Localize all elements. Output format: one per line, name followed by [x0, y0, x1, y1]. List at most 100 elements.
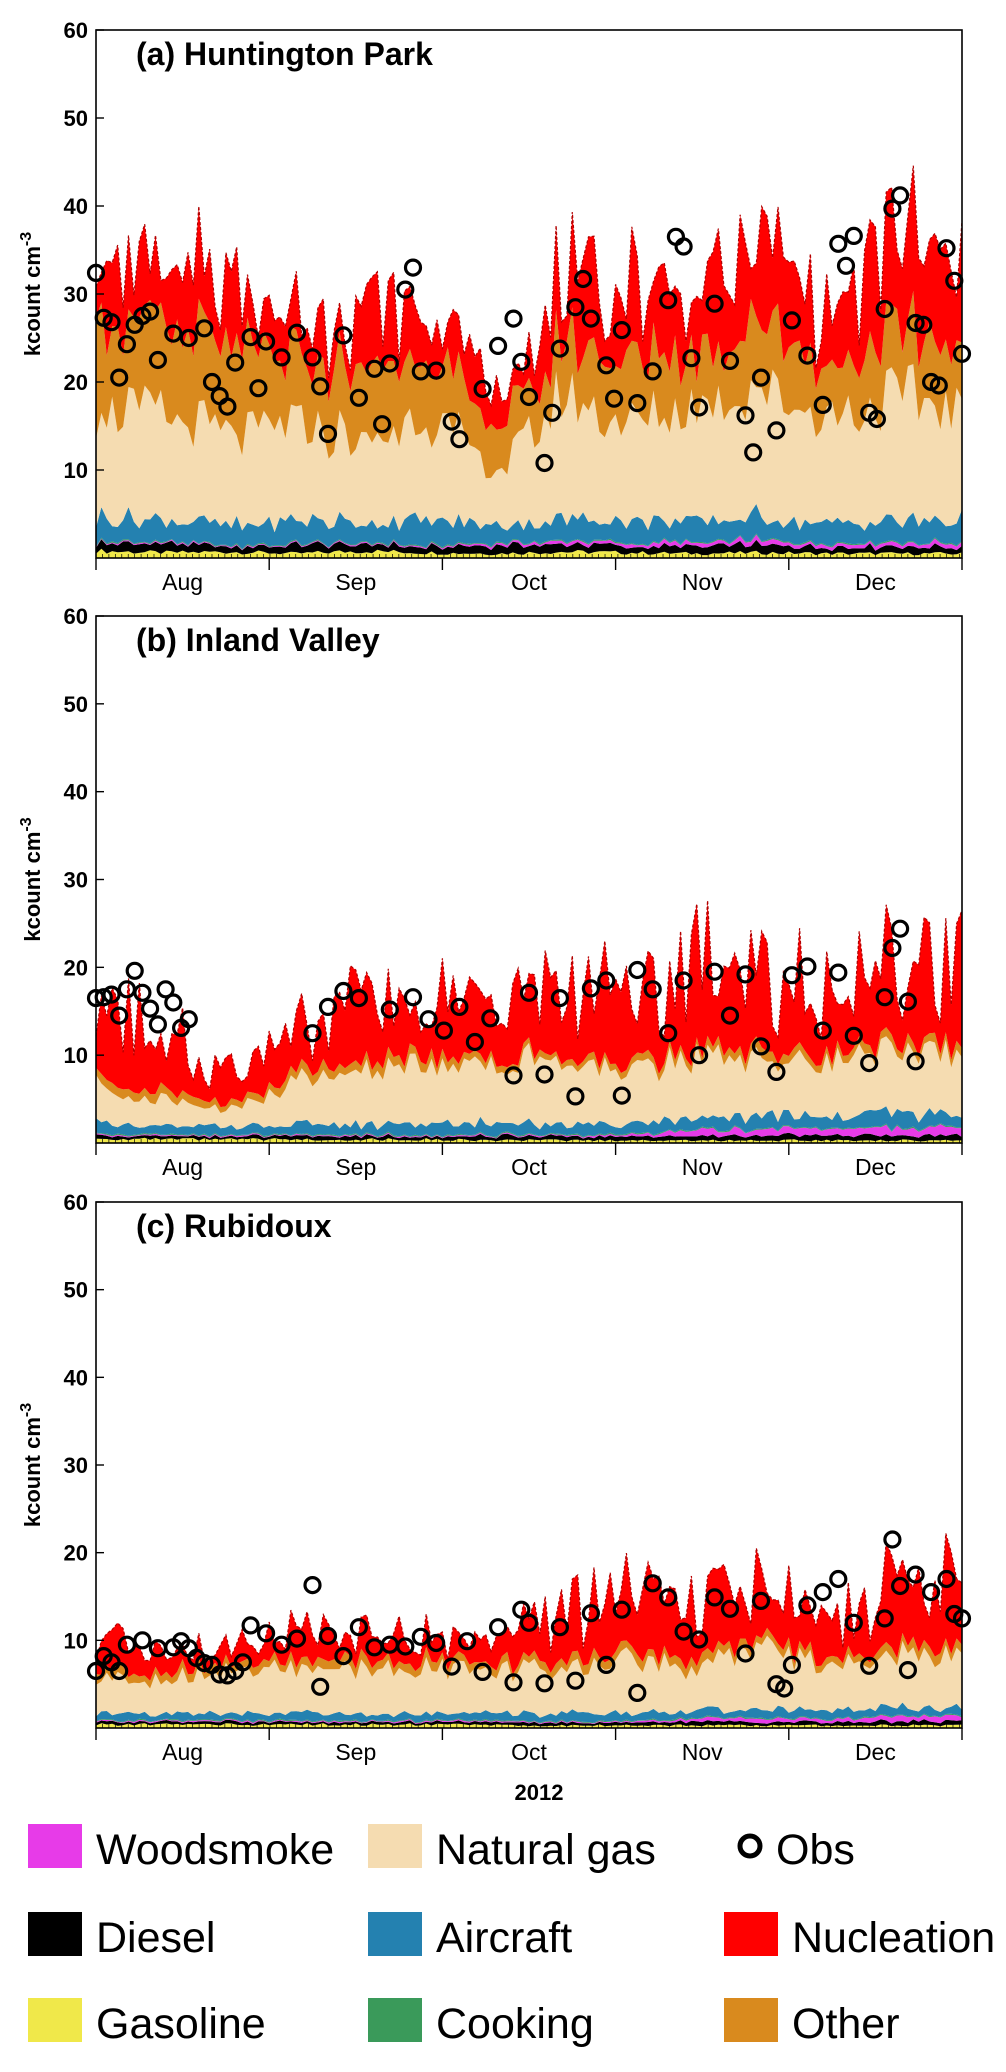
obs-point: [860, 1053, 879, 1073]
obs-point: [117, 335, 137, 354]
obs-point: [875, 1609, 894, 1628]
y-tick-label: 50: [64, 1278, 88, 1303]
panel-title: (b) Inland Valley: [136, 622, 380, 658]
y-axis-label-text: kcount cm: [20, 1417, 45, 1527]
y-axis-label-text: kcount cm: [20, 246, 45, 356]
obs-point: [581, 309, 601, 328]
total-outline: [95, 165, 963, 408]
obs-point: [751, 368, 771, 387]
area-other: [96, 290, 962, 479]
obs-point: [481, 1009, 500, 1028]
area-natural-gas: [96, 364, 962, 533]
obs-point: [396, 280, 415, 299]
obs-point: [597, 356, 616, 375]
obs-point: [133, 1631, 152, 1650]
obs-point: [798, 957, 817, 976]
obs-point: [767, 421, 786, 440]
legend-label-obs: Obs: [776, 1826, 855, 1874]
obs-point: [257, 332, 276, 351]
legend-swatch-gasoline: [28, 1998, 82, 2042]
obs-point: [489, 1618, 508, 1637]
obs-point: [898, 1660, 918, 1680]
y-axis-label: kcount cm-3: [18, 1403, 45, 1527]
obs-point: [705, 294, 724, 313]
obs-point: [318, 1626, 338, 1646]
y-axis-label: kcount cm-3: [18, 232, 45, 356]
obs-point: [674, 1622, 693, 1641]
obs-point: [249, 379, 268, 398]
obs-point: [775, 1679, 794, 1698]
obs-point: [272, 1635, 291, 1654]
legend-label-nucleation: Nucleation: [792, 1914, 995, 1962]
total-outline: [95, 1533, 963, 1663]
panel-2: 10 20 30 40 50 60 Aug Sep Oct Nov Dec (b) Inland Va…: [18, 604, 963, 1180]
legend-swatch-nucleation: [724, 1912, 778, 1956]
obs-point: [318, 997, 338, 1017]
panel-1: 10 20 30 40 50 60 Aug Sep Oct Nov Dec (a) Huntingto…: [18, 18, 972, 595]
obs-point: [86, 263, 106, 282]
obs-point: [736, 406, 755, 425]
month-label-nov: Nov: [682, 1739, 723, 1765]
obs-point: [226, 353, 245, 372]
obs-point: [566, 1087, 585, 1106]
area-woodsmoke: [96, 534, 962, 551]
y-tick-label: 10: [64, 1043, 88, 1068]
obs-point: [705, 1588, 724, 1607]
month-label-dec: Dec: [855, 1154, 896, 1180]
obs-point: [195, 319, 214, 338]
obs-point: [612, 1086, 631, 1105]
obs-point: [736, 1644, 755, 1663]
obs-point: [898, 992, 918, 1011]
obs-point: [419, 1010, 438, 1029]
obs-point: [720, 351, 740, 370]
obs-point: [612, 1600, 631, 1619]
legend-swatch-obs: [737, 1833, 763, 1859]
y-tick-label: 60: [64, 18, 88, 43]
obs-point: [813, 1021, 832, 1040]
obs-point: [349, 1618, 368, 1637]
area-aircraft: [96, 1702, 962, 1723]
obs-point: [674, 971, 693, 990]
month-label-dec: Dec: [855, 569, 896, 595]
obs-point: [720, 1599, 740, 1618]
obs-point: [195, 1653, 214, 1673]
obs-point: [890, 186, 910, 205]
y-tick-label: 40: [64, 1365, 88, 1390]
legend-swatch-cooking: [368, 1998, 422, 2042]
obs-point: [117, 980, 137, 999]
month-label-aug: Aug: [162, 569, 203, 595]
obs-point: [218, 397, 237, 416]
legend-swatch-aircraft: [368, 1912, 422, 1956]
area-nucleation: [96, 900, 962, 1108]
obs-point: [133, 983, 152, 1002]
obs-point: [782, 966, 802, 985]
obs-point: [512, 1600, 531, 1619]
x-axis-label: 2012: [515, 1780, 564, 1805]
y-tick-label: 50: [64, 692, 88, 717]
obs-point: [952, 1609, 972, 1628]
obs-point: [450, 430, 469, 449]
obs-point: [164, 324, 183, 343]
area-diesel: [96, 1719, 962, 1727]
obs-point: [550, 1618, 570, 1637]
obs-point: [906, 313, 925, 333]
area-natural-gas: [96, 1635, 962, 1718]
obs-point: [94, 988, 113, 1007]
area-nucleation: [96, 1533, 962, 1681]
obs-point: [141, 999, 160, 1018]
area-woodsmoke: [96, 1124, 962, 1139]
obs-point: [798, 346, 817, 365]
month-label-oct: Oct: [511, 1739, 547, 1765]
obs-point: [767, 1062, 786, 1082]
obs-point: [751, 1591, 771, 1611]
obs-point: [148, 1015, 167, 1034]
obs-point: [179, 328, 198, 348]
y-tick-label: 10: [64, 458, 88, 483]
obs-point: [883, 1530, 902, 1549]
obs-point: [349, 388, 368, 407]
obs-point: [427, 1633, 446, 1653]
obs-point: [241, 1616, 260, 1635]
obs-point: [241, 328, 260, 347]
obs-point: [427, 361, 446, 380]
obs-point: [287, 1629, 307, 1648]
